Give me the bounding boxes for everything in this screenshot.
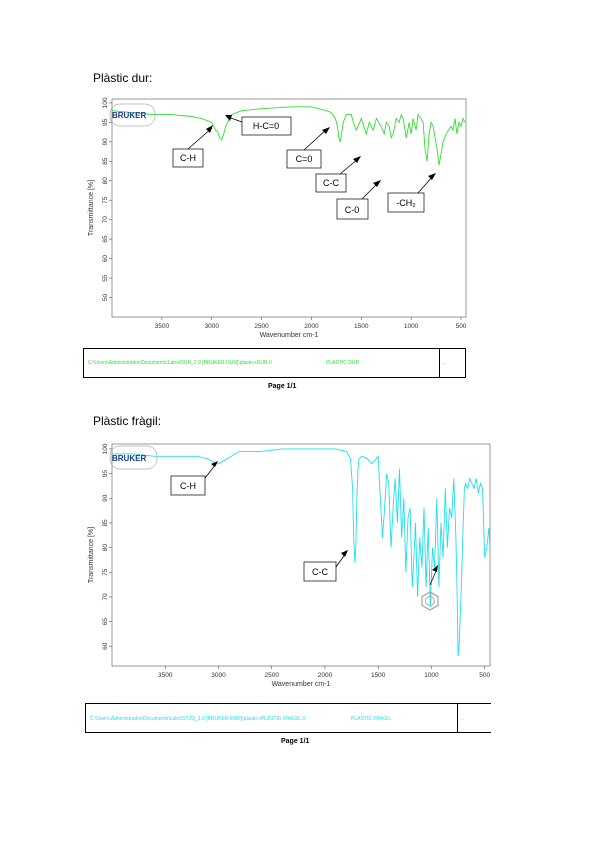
spectrum-line (112, 448, 491, 657)
x-tick-label: 2500 (264, 672, 279, 679)
spectrum-series (111, 106, 466, 166)
x-axis-label: Wavenumber cm-1 (260, 332, 319, 339)
y-tick-label: 100 (102, 97, 109, 108)
x-tick-label: 3500 (155, 323, 170, 330)
x-tick-label: 3500 (158, 672, 173, 679)
y-axis-label: Transmittance [%] (88, 527, 95, 583)
annotation-ch2: -CH₂ (387, 173, 436, 213)
y-tick-label: 70 (102, 216, 109, 224)
footer-name-2: PLASTIC FRAGIL (351, 716, 392, 722)
footer-box-1 (83, 348, 466, 378)
svg-text:-CH₂: -CH₂ (396, 198, 416, 208)
x-tick-label: 3000 (211, 672, 226, 679)
x-tick-label: 500 (456, 323, 467, 330)
svg-text:H-C=0: H-C=0 (253, 121, 279, 131)
y-tick-label: 60 (102, 255, 109, 263)
y-tick-label: 75 (102, 196, 109, 204)
y-tick-label: 65 (102, 235, 109, 243)
annotation-c-h: C-H (170, 461, 218, 496)
spectrum-series (112, 448, 491, 657)
annotation-c-c: C-C (303, 550, 348, 582)
footer-right-1: ... (442, 360, 447, 366)
chart-axes: 3500 3000 2500 2000 1500 1000 500 100 95 90 85 80 75… (88, 443, 490, 688)
x-tick-label: 3000 (204, 323, 219, 330)
footer-right-2: ... (460, 716, 465, 722)
y-tick-label: 75 (102, 568, 109, 576)
annotation-c-0-carbonyl: C=0 (286, 127, 330, 169)
y-tick-label: 50 (102, 294, 109, 302)
y-tick-label: 55 (102, 274, 109, 282)
y-tick-label: 85 (102, 519, 109, 527)
section-title-hard: Plàstic dur: (93, 71, 153, 85)
y-tick-label: 80 (102, 177, 109, 185)
svg-text:C-C: C-C (323, 178, 339, 188)
page-label-1: Page 1/1 (268, 383, 297, 390)
y-axis-label: Transmittance [%] (88, 180, 95, 236)
y-tick-label: 60 (102, 642, 109, 650)
y-tick-label: 65 (102, 618, 109, 626)
plot-frame (111, 443, 491, 667)
annotation-c-0-ether: C-0 (336, 180, 381, 220)
footer-path-2: C:\Users\Administrador\Documents\Labo\ST… (90, 716, 306, 722)
y-tick-label: 70 (102, 593, 109, 601)
x-tick-label: 2000 (318, 672, 333, 679)
footer-box-2 (85, 703, 491, 733)
bruker-logo: BRUKER (109, 103, 156, 127)
section-title-fragile: Plàstic fràgil: (93, 414, 162, 428)
svg-text:C-H: C-H (180, 481, 196, 491)
footer-name-1: PLASTIC DUR (326, 360, 360, 366)
y-tick-label: 90 (102, 494, 109, 502)
annotation-c-c: C-C (315, 156, 361, 193)
footer-path-1: C:\Users\Administrador\Documents\Labo\DU… (88, 360, 272, 366)
y-tick-label: 95 (102, 470, 109, 478)
x-tick-label: 500 (479, 672, 490, 679)
benzene-ring-icon (421, 565, 439, 611)
x-tick-label: 2000 (304, 323, 319, 330)
spectrum-line (111, 106, 466, 166)
y-tick-label: 95 (102, 118, 109, 126)
page-label-2: Page 1/1 (281, 738, 310, 745)
y-tick-label: 90 (102, 138, 109, 146)
annotation-h-c-0: H-C=0 (225, 115, 292, 136)
x-tick-label: 1000 (424, 672, 439, 679)
plot-frame (111, 98, 467, 318)
x-tick-label: 1000 (404, 323, 419, 330)
svg-text:C-0: C-0 (345, 205, 360, 215)
svg-text:BRUKER: BRUKER (112, 454, 146, 463)
y-tick-label: 85 (102, 157, 109, 165)
y-tick-label: 100 (102, 443, 109, 454)
svg-text:C-C: C-C (312, 567, 328, 577)
svg-text:C-H: C-H (180, 153, 196, 163)
svg-text:C=0: C=0 (296, 154, 313, 164)
svg-text:BRUKER: BRUKER (112, 111, 146, 120)
bruker-logo: BRUKER (109, 445, 158, 470)
x-tick-label: 1500 (371, 672, 386, 679)
x-tick-label: 1500 (354, 323, 369, 330)
x-axis-label: Wavenumber cm-1 (272, 681, 331, 688)
chart-axes: 3500 3000 2500 2000 1500 1000 500 100 95 90 85 80 75… (88, 97, 467, 339)
y-tick-label: 80 (102, 544, 109, 552)
x-tick-label: 2500 (254, 323, 269, 330)
annotation-c-h: C-H (172, 125, 213, 168)
